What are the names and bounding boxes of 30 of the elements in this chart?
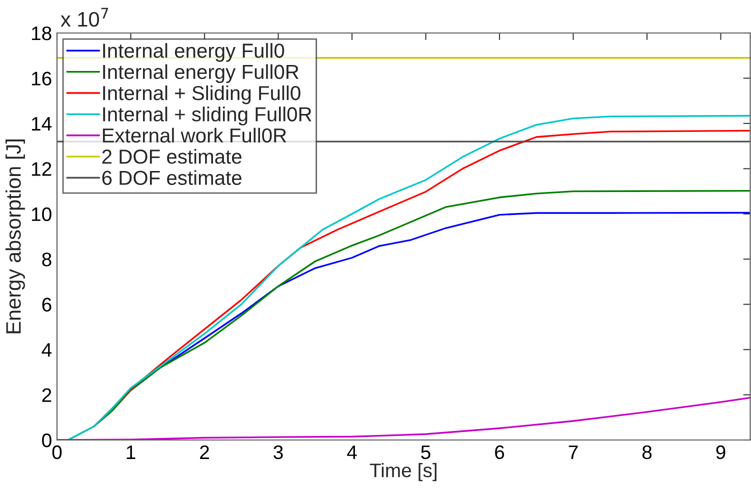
- legend-label: Internal + sliding Full0R: [103, 106, 312, 126]
- legend-label: 2 DOF estimate: [102, 149, 242, 164]
- legend-label: 6 DOF estimate: [102, 170, 242, 185]
- x-tick-label: 1: [126, 446, 136, 459]
- y-tick-label: 6: [42, 298, 52, 312]
- y-axis-title: Energy absorption [J]: [6, 140, 25, 334]
- y-tick-label: 10: [32, 207, 52, 222]
- legend-label: External work Full0R: [102, 128, 286, 143]
- y-tick-label: 0: [42, 433, 52, 448]
- x-tick-label: 9: [716, 445, 726, 460]
- legend-label: Internal energy Full0: [103, 43, 284, 62]
- y-tick-label: 14: [32, 117, 52, 130]
- legend-label: Internal + Sliding Full0: [103, 85, 300, 104]
- x-tick-label: 7: [568, 446, 578, 459]
- y-tick-label: 8: [42, 252, 52, 266]
- y-tick-label: 12: [32, 162, 52, 176]
- legend-label: Internal energy Full0R: [103, 64, 299, 84]
- y-tick-label: 18: [32, 26, 52, 40]
- x-tick-label: 3: [274, 445, 283, 460]
- y-tick-label: 4: [42, 343, 52, 357]
- x-tick-label: 4: [347, 446, 357, 459]
- x-tick-label: 6: [495, 445, 504, 460]
- x-tick-label: 5: [421, 446, 430, 460]
- x-tick-label: 0: [52, 445, 62, 460]
- x-tick-label: 2: [200, 445, 209, 459]
- y-tick-label: 2: [42, 388, 52, 402]
- text: x 10$^{7}$: [60, 8, 108, 27]
- x-tick-label: 8: [642, 445, 652, 460]
- x-axis-title: Time [s]: [370, 462, 436, 482]
- y-tick-label: 16: [32, 72, 52, 86]
